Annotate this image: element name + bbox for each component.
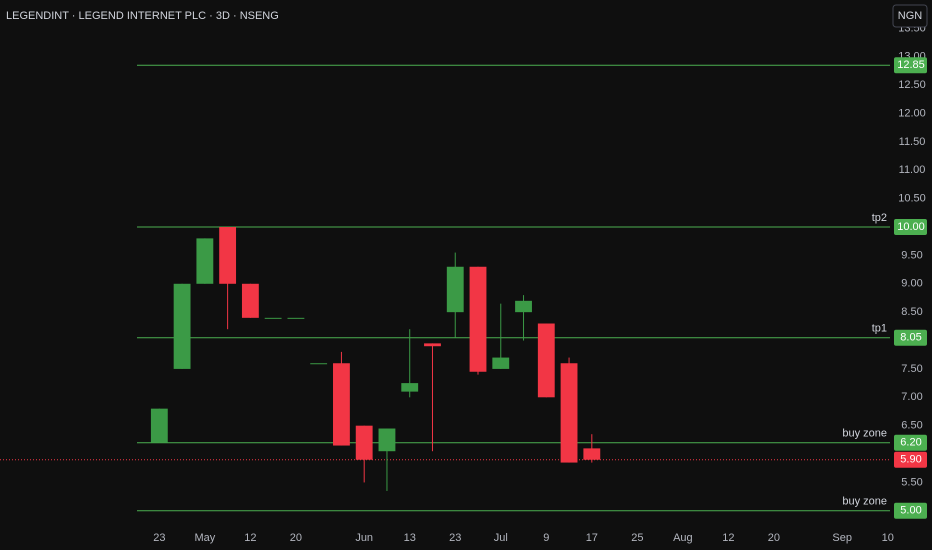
candle-body xyxy=(150,408,168,443)
candle-body xyxy=(264,317,282,319)
level-price-label: 5.00 xyxy=(900,505,921,517)
candle-body xyxy=(424,343,441,347)
y-tick-label: 12.50 xyxy=(898,79,926,91)
currency-label[interactable]: NGN xyxy=(898,10,923,22)
y-tick-label: 12.00 xyxy=(898,107,926,119)
level-name: tp2 xyxy=(872,212,887,224)
candle-body xyxy=(446,266,464,313)
last-price-box xyxy=(894,451,927,468)
x-tick-label: Jun xyxy=(355,532,373,544)
candle-body xyxy=(219,227,237,284)
chart-title: LEGENDINT · LEGEND INTERNET PLC · 3D · N… xyxy=(6,10,279,22)
x-tick-label: 9 xyxy=(543,532,549,544)
candle-body xyxy=(333,363,350,446)
x-tick-label: 12 xyxy=(244,532,256,544)
x-tick-label: 12 xyxy=(722,532,734,544)
y-tick-label: 9.50 xyxy=(901,249,922,261)
y-tick-label: 7.50 xyxy=(901,363,922,375)
x-tick-label: 23 xyxy=(153,532,165,544)
level-price-label: 10.00 xyxy=(897,221,925,233)
level-price-box xyxy=(894,329,927,346)
candle-body xyxy=(492,357,510,369)
x-tick-label: May xyxy=(194,532,215,544)
level-price-box xyxy=(894,57,927,74)
x-tick-label: 25 xyxy=(631,532,643,544)
candle-body xyxy=(173,283,191,369)
level-price-label: 6.20 xyxy=(900,437,921,449)
level-price-label: 8.05 xyxy=(900,332,921,344)
x-tick-label: 13 xyxy=(404,532,416,544)
candle-body xyxy=(196,238,214,284)
candle-body xyxy=(515,300,532,313)
x-tick-label: 20 xyxy=(768,532,780,544)
candle-body xyxy=(355,425,373,460)
x-tick-label: 10 xyxy=(882,532,894,544)
y-tick-label: 10.50 xyxy=(898,193,926,205)
x-tick-label: Sep xyxy=(832,532,852,544)
level-name: buy zone xyxy=(842,496,887,508)
level-price-label: 12.85 xyxy=(897,59,925,71)
level-price-box xyxy=(894,434,927,451)
level-price-box xyxy=(894,219,927,236)
y-tick-label: 11.00 xyxy=(899,164,926,176)
last-price-label: 5.90 xyxy=(900,454,921,466)
currency-button[interactable] xyxy=(892,4,928,28)
x-tick-label: Aug xyxy=(673,532,693,544)
x-tick-label: 23 xyxy=(449,532,461,544)
y-tick-label: 8.50 xyxy=(901,306,922,318)
level-name: tp1 xyxy=(872,323,887,335)
y-tick-label: 5.50 xyxy=(901,476,922,488)
level-name: buy zone xyxy=(842,428,887,440)
candle-body xyxy=(537,323,555,398)
x-tick-label: 20 xyxy=(290,532,302,544)
plot-area: 13.5013.0012.5012.0011.5011.0010.509.509… xyxy=(0,22,926,544)
candle-body xyxy=(287,317,305,319)
level-price-box xyxy=(894,502,927,519)
candle-body xyxy=(310,363,328,365)
y-tick-label: 9.00 xyxy=(901,278,922,290)
y-tick-label: 6.50 xyxy=(901,420,922,432)
candle-body xyxy=(378,428,396,452)
y-tick-label: 11.50 xyxy=(899,136,926,148)
x-tick-label: Jul xyxy=(494,532,508,544)
candle-body xyxy=(401,383,419,392)
candle-body xyxy=(469,266,487,372)
x-tick-label: 17 xyxy=(586,532,598,544)
candle-body xyxy=(583,448,601,460)
y-tick-label: 7.00 xyxy=(901,391,922,403)
candle-body xyxy=(241,283,259,318)
candle-body xyxy=(560,363,578,463)
